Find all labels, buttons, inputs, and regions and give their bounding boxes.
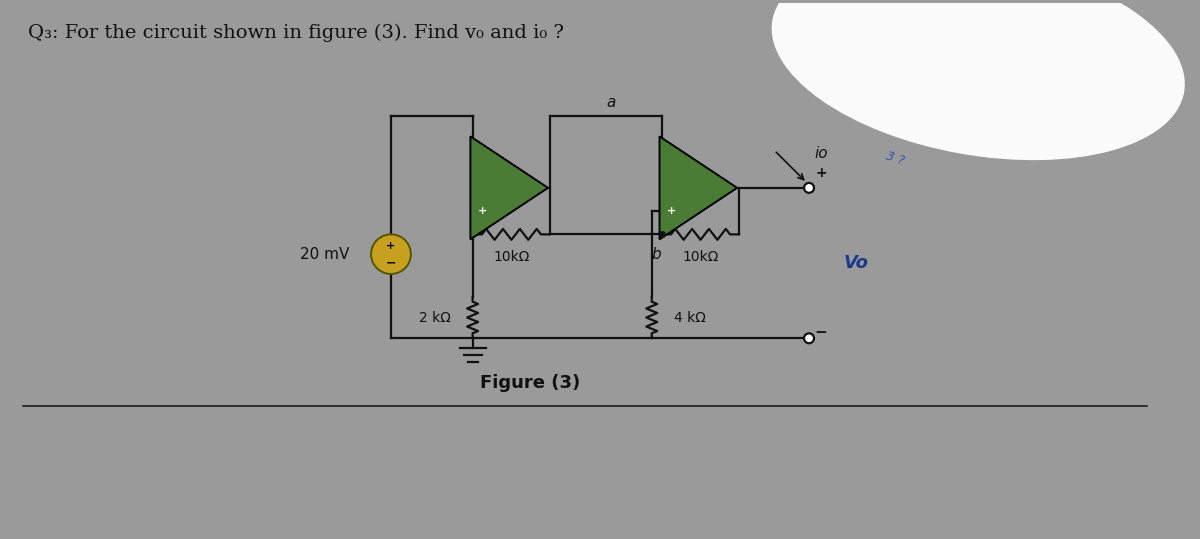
Text: 10kΩ: 10kΩ: [683, 250, 719, 264]
Text: io: io: [814, 146, 828, 161]
Text: 10kΩ: 10kΩ: [493, 250, 529, 264]
Text: Vo: Vo: [844, 254, 869, 272]
Polygon shape: [660, 136, 737, 239]
Text: 2 kΩ: 2 kΩ: [419, 310, 451, 324]
Polygon shape: [470, 136, 548, 239]
Circle shape: [371, 234, 410, 274]
Text: +: +: [478, 206, 487, 216]
Text: −: −: [385, 257, 396, 270]
Text: a: a: [606, 95, 616, 109]
Text: Figure (3): Figure (3): [480, 374, 581, 392]
Text: 4 kΩ: 4 kΩ: [673, 310, 706, 324]
Text: b: b: [652, 247, 661, 262]
Circle shape: [804, 183, 814, 193]
Text: +: +: [667, 206, 676, 216]
Text: 3 ?: 3 ?: [883, 149, 906, 167]
Circle shape: [804, 333, 814, 343]
Text: −: −: [815, 325, 827, 340]
Text: 20 mV: 20 mV: [300, 247, 349, 261]
Text: +: +: [386, 241, 396, 251]
Text: +: +: [815, 166, 827, 180]
Text: Q₃: For the circuit shown in figure (3). Find v₀ and i₀ ?: Q₃: For the circuit shown in figure (3).…: [28, 24, 564, 42]
Ellipse shape: [772, 0, 1184, 160]
